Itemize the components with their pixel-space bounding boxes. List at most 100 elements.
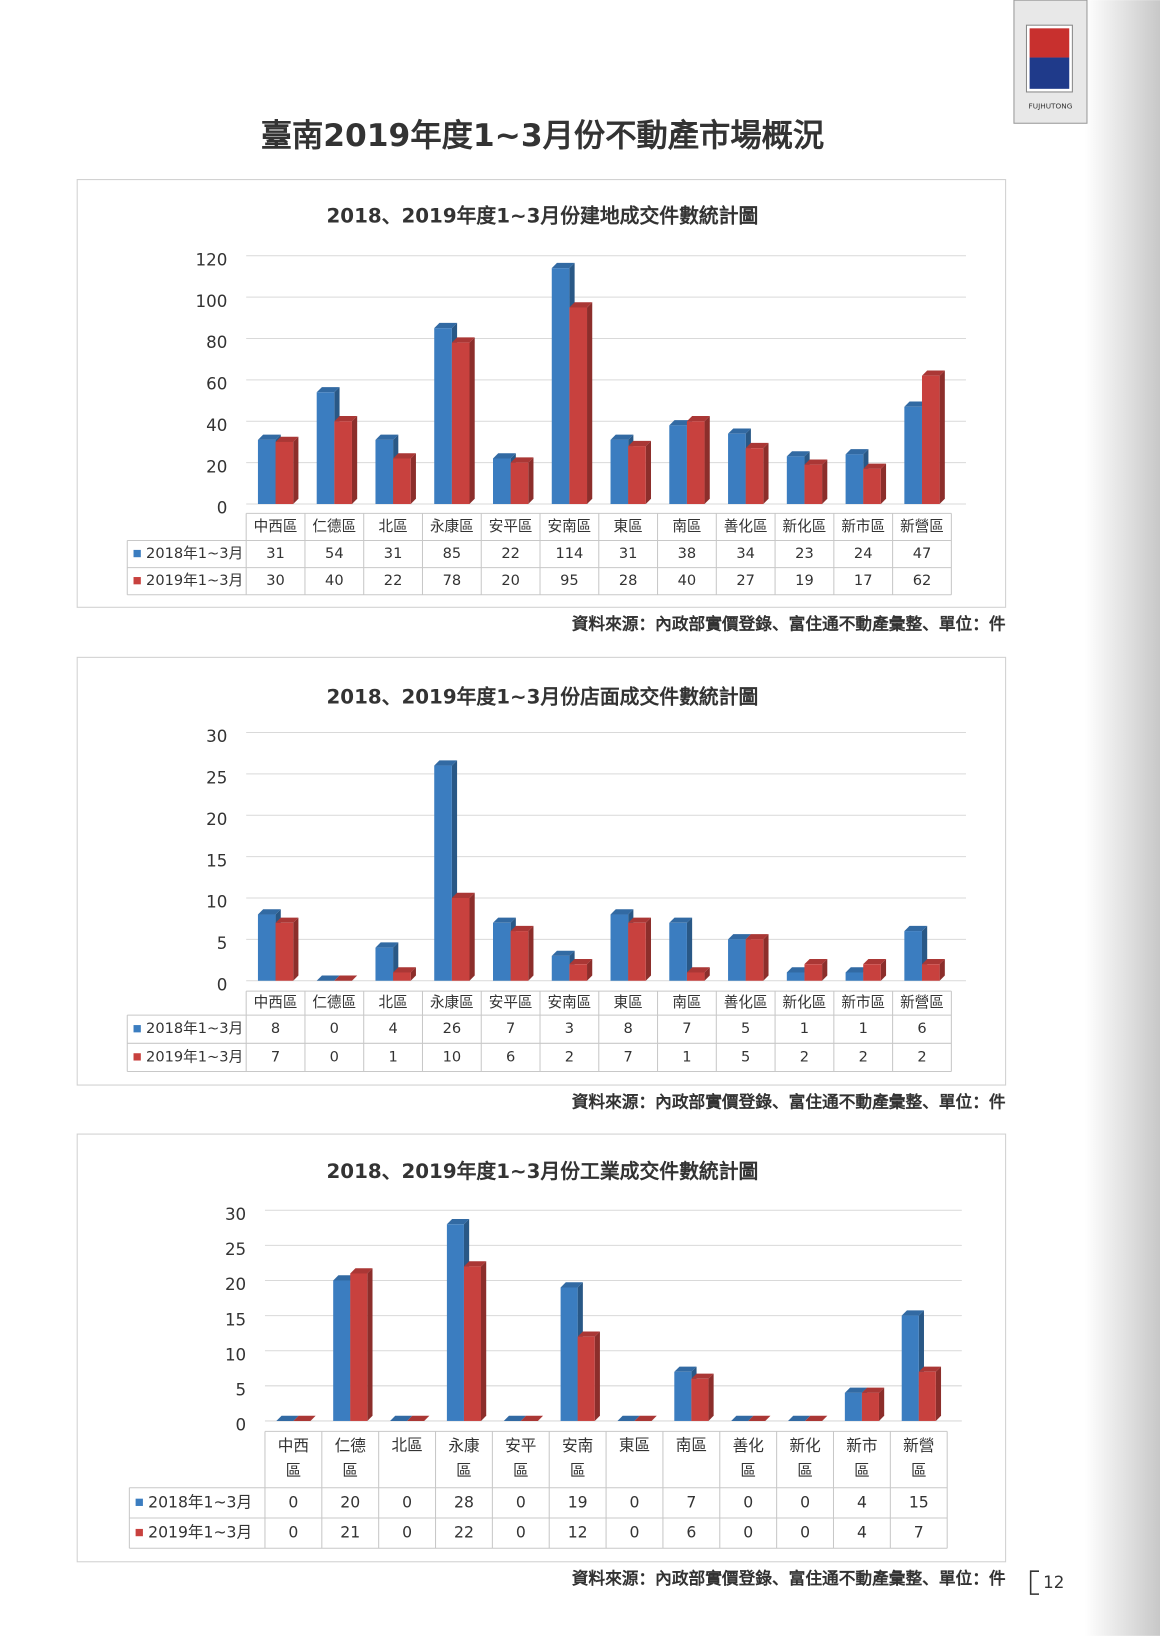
bar xyxy=(293,1415,316,1421)
bar-top xyxy=(316,387,340,393)
bar-front xyxy=(745,448,764,505)
bar-top xyxy=(610,434,634,440)
x-tick-label-line: 區 xyxy=(513,1461,529,1480)
bar-front xyxy=(451,342,470,505)
table-value: 0 xyxy=(743,1523,753,1542)
x-tick-label: 善化區 xyxy=(733,1435,765,1479)
table-value: 0 xyxy=(288,1523,298,1542)
bar xyxy=(731,1415,754,1421)
bar-top xyxy=(788,1415,811,1421)
bar-top xyxy=(551,262,575,269)
x-tick-label-line: 區 xyxy=(286,1461,302,1480)
bar-top xyxy=(451,892,475,898)
legend-marker xyxy=(133,1053,141,1061)
bar-top xyxy=(728,934,751,940)
bar xyxy=(451,337,475,505)
legend-label: 2019年1~3月 xyxy=(146,572,243,589)
table-value: 8 xyxy=(271,1020,280,1037)
bar-front xyxy=(610,914,629,981)
y-tick-label: 30 xyxy=(206,727,227,746)
bar-front xyxy=(451,897,470,981)
table-value: 5 xyxy=(741,1048,750,1065)
table-value: 0 xyxy=(330,1048,339,1065)
x-tick-label: 安南區 xyxy=(547,994,591,1011)
table-value: 10 xyxy=(443,1048,462,1065)
bar-top xyxy=(551,950,575,956)
bar-front xyxy=(434,765,452,981)
table-value: 85 xyxy=(443,545,462,562)
bar-top xyxy=(451,337,475,343)
bar-side xyxy=(939,370,945,505)
x-tick-label: 南區 xyxy=(676,1435,707,1454)
legend-marker xyxy=(135,1498,143,1506)
bar-front xyxy=(901,1315,919,1421)
bar-top xyxy=(863,463,887,469)
bar-top xyxy=(434,760,458,766)
x-tick-label: 永康區 xyxy=(448,1435,480,1479)
bar-front xyxy=(844,1392,862,1421)
x-tick-label: 永康區 xyxy=(430,994,474,1011)
x-tick-label: 北區 xyxy=(378,518,407,535)
x-tick-label: 安南區 xyxy=(562,1435,593,1479)
bar-top xyxy=(393,453,416,459)
bar-side xyxy=(645,440,652,505)
table-value: 6 xyxy=(506,1048,515,1065)
table-value: 15 xyxy=(909,1492,929,1511)
table-value: 31 xyxy=(266,545,285,562)
bar-front xyxy=(393,458,411,505)
x-tick-label: 仁德區 xyxy=(312,993,356,1011)
table-value: 23 xyxy=(795,545,814,562)
x-tick-label: 東區 xyxy=(614,518,643,535)
bar xyxy=(316,975,340,981)
legend-label: 2018年1~3月 xyxy=(146,545,243,562)
table-value: 7 xyxy=(624,1048,633,1065)
page-title: 臺南2019年度1~3月份不動產市場概況 xyxy=(261,117,824,154)
table-value: 6 xyxy=(686,1523,696,1542)
bar-front xyxy=(375,439,394,505)
bar-front xyxy=(275,441,294,505)
bar-top xyxy=(845,449,869,455)
y-tick-label: 30 xyxy=(225,1205,246,1224)
x-tick-label: 仁德區 xyxy=(335,1435,367,1479)
table-value: 0 xyxy=(743,1492,753,1511)
table-value: 19 xyxy=(568,1492,588,1511)
bar-top xyxy=(334,975,358,981)
x-tick-label-line: 新市 xyxy=(846,1435,877,1454)
chart-title: 2018、2019年度1~3月份店面成交件數統計圖 xyxy=(327,686,759,709)
bar-top xyxy=(921,958,945,965)
bar-front xyxy=(257,439,276,505)
bar xyxy=(334,416,358,505)
table-value: 7 xyxy=(914,1523,924,1542)
bar-top xyxy=(375,942,399,948)
bar-front xyxy=(804,964,823,981)
bar-top xyxy=(520,1415,544,1421)
x-tick-label: 安平區 xyxy=(505,1435,536,1479)
table-value: 0 xyxy=(800,1523,810,1542)
bar-top xyxy=(434,322,458,329)
bar-top xyxy=(628,917,652,923)
y-tick-label: 120 xyxy=(196,250,228,269)
legend-marker xyxy=(133,549,141,558)
x-tick-label-line: 新化 xyxy=(789,1435,821,1454)
bar xyxy=(634,1415,657,1421)
bar xyxy=(334,975,358,981)
table-value: 24 xyxy=(854,545,873,562)
bar-front xyxy=(257,914,276,981)
bar xyxy=(390,1415,413,1421)
table-value: 47 xyxy=(913,545,932,562)
source-note: 資料來源：內政部實價登錄、富住通不動產彙整、單位：件 xyxy=(572,1091,1006,1111)
bar xyxy=(276,1415,299,1421)
y-tick-label: 15 xyxy=(225,1310,246,1329)
table-value: 78 xyxy=(443,572,462,589)
bar xyxy=(669,917,693,981)
bar-front xyxy=(569,307,588,505)
bar-top xyxy=(446,1219,470,1225)
chart-frame xyxy=(76,1133,1007,1563)
x-tick-label-line: 安南 xyxy=(562,1435,593,1454)
bar xyxy=(686,416,710,505)
bar xyxy=(350,1268,373,1421)
legend-marker xyxy=(135,1528,143,1537)
y-tick-label: 60 xyxy=(206,375,227,394)
bar-top xyxy=(463,1261,487,1267)
bar-side xyxy=(594,1331,600,1421)
